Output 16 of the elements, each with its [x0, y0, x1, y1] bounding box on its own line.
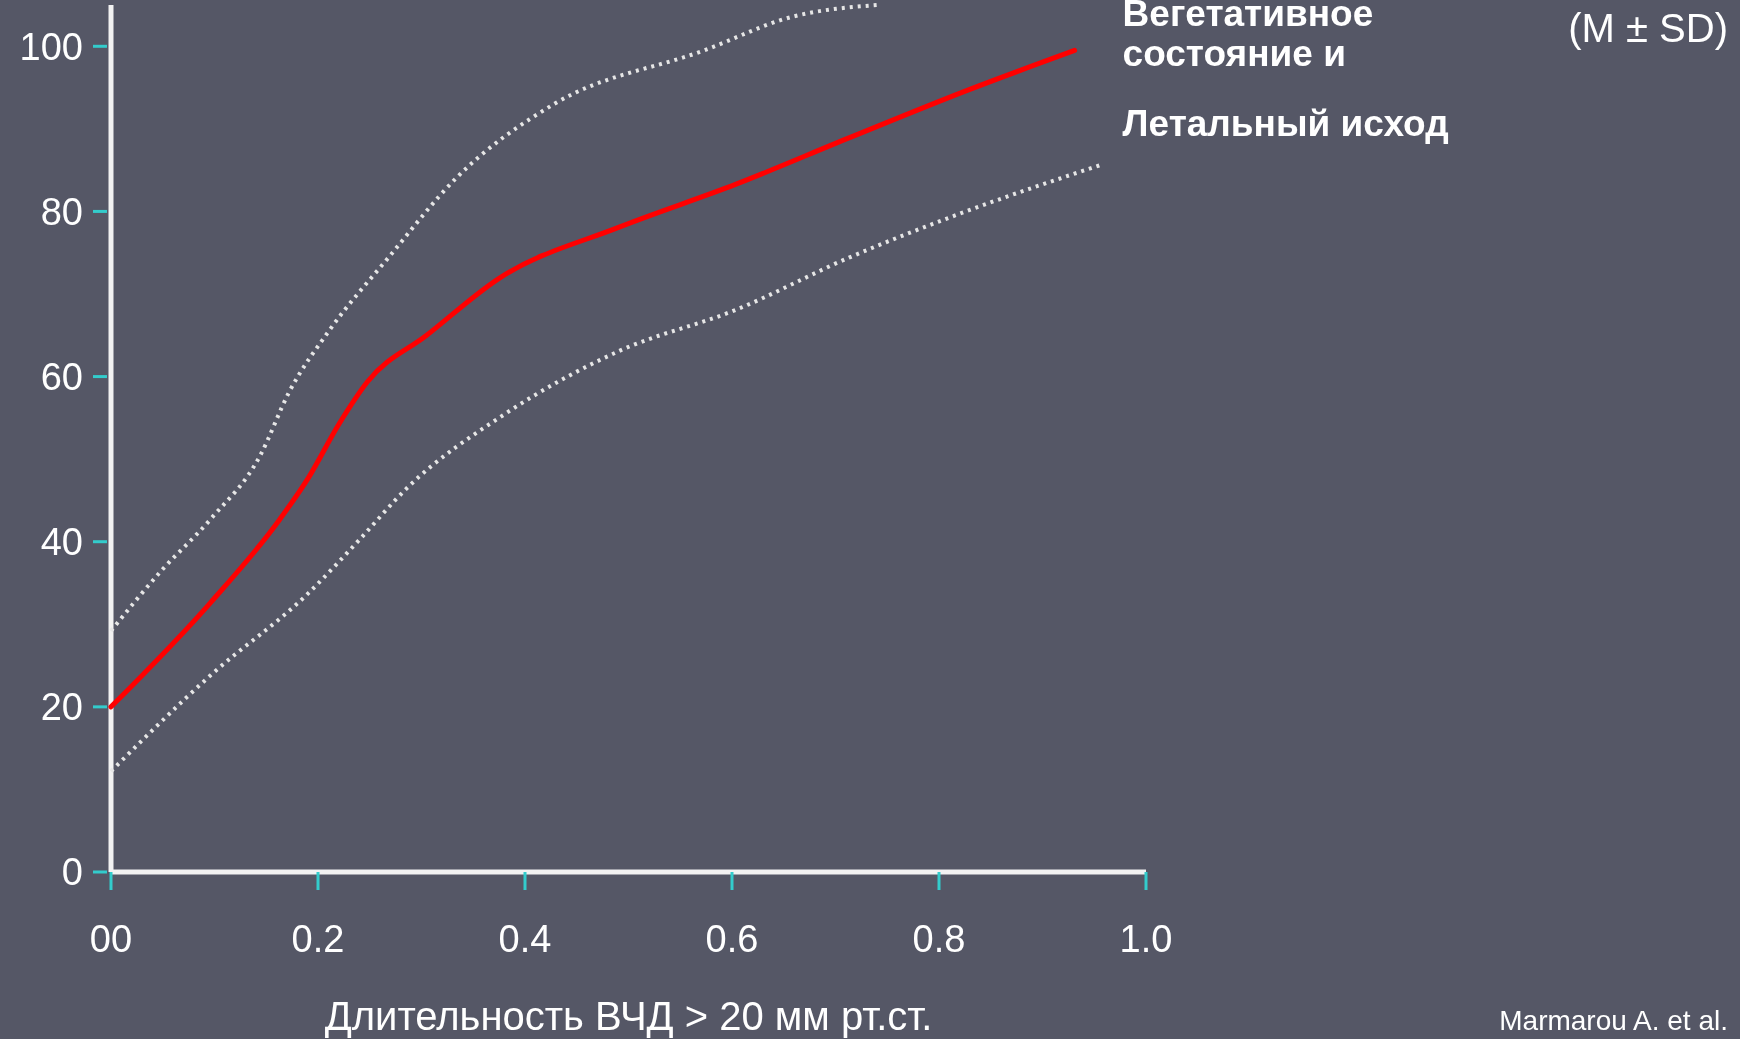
x-tick-label: 0.6 — [705, 918, 759, 960]
x-tick-label: 00 — [89, 918, 133, 960]
x-tick-label: 0.4 — [498, 918, 552, 960]
x-tick-label: 0.8 — [912, 918, 966, 960]
x-axis-title: Длительность ВЧД > 20 мм рт.ст. — [324, 994, 933, 1038]
y-tick-label: 20 — [40, 686, 83, 729]
y-tick-label: 40 — [40, 521, 83, 564]
y-tick-label: 60 — [40, 355, 83, 398]
series-label: Вегетативное состояние и Летальный исход — [1122, 0, 1449, 145]
y-tick-label: 80 — [40, 190, 83, 233]
x-tick-label: 1.0 — [1119, 918, 1173, 960]
y-tick-label: 0 — [61, 851, 83, 894]
x-tick-label: 0.2 — [291, 918, 345, 960]
y-tick-label: 100 — [19, 25, 83, 68]
text: Marmarou A. et al. — [1499, 1005, 1728, 1036]
text: (M ± SD) — [1568, 6, 1728, 50]
